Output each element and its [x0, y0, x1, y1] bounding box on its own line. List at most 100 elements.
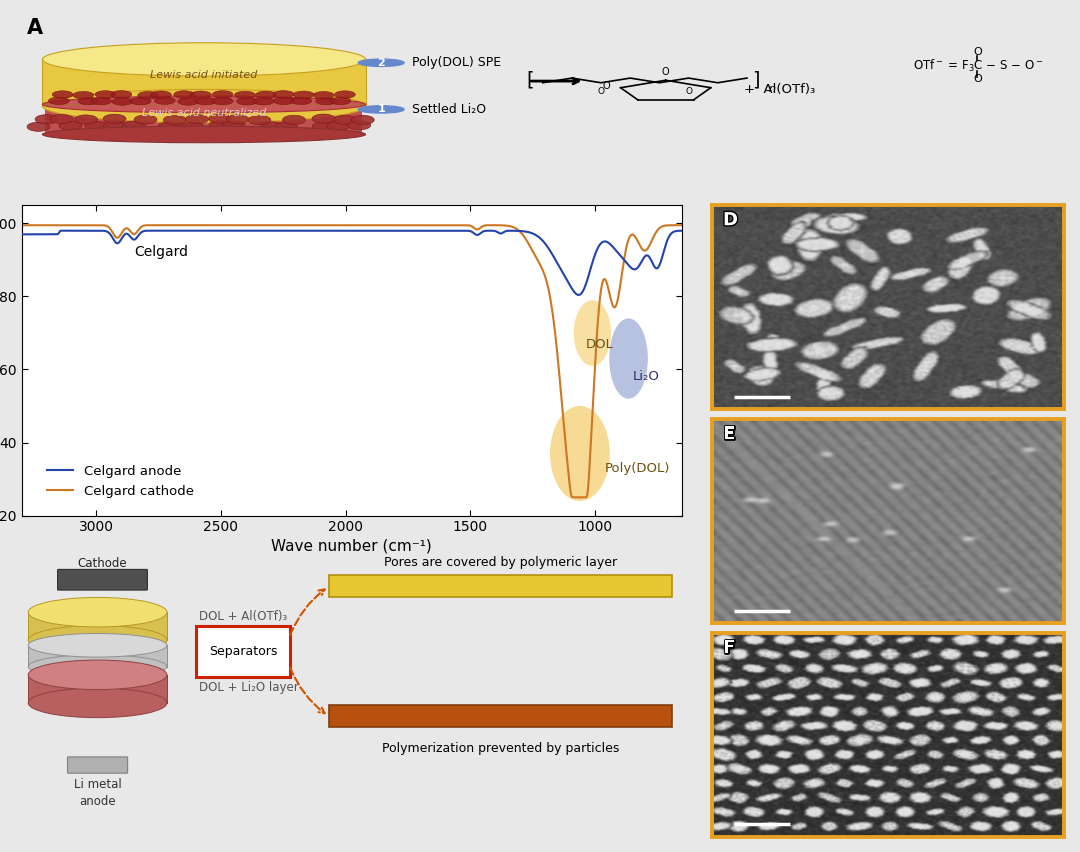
Text: D: D [723, 211, 738, 229]
Ellipse shape [254, 97, 274, 105]
Text: +  Al(OTf)₃: + Al(OTf)₃ [744, 83, 815, 96]
Ellipse shape [234, 91, 255, 99]
Ellipse shape [185, 114, 207, 124]
Ellipse shape [213, 90, 233, 98]
Text: O: O [662, 66, 670, 77]
Text: anode: anode [79, 795, 116, 808]
Ellipse shape [42, 89, 365, 123]
Text: O: O [973, 74, 982, 84]
Ellipse shape [279, 115, 301, 124]
Ellipse shape [235, 122, 258, 131]
FancyBboxPatch shape [328, 705, 672, 728]
Ellipse shape [294, 91, 314, 99]
Ellipse shape [178, 98, 199, 105]
Ellipse shape [52, 91, 73, 98]
Ellipse shape [131, 97, 151, 105]
Ellipse shape [84, 115, 107, 124]
Text: Lewis acid neutralized: Lewis acid neutralized [141, 107, 266, 118]
Ellipse shape [42, 126, 365, 143]
Text: Li₂O: Li₂O [633, 371, 660, 383]
FancyBboxPatch shape [328, 575, 672, 597]
Ellipse shape [95, 90, 116, 98]
Ellipse shape [550, 406, 610, 501]
Ellipse shape [49, 97, 69, 105]
Text: Polymerization prevented by particles: Polymerization prevented by particles [382, 741, 619, 755]
Text: F: F [723, 639, 735, 657]
Ellipse shape [28, 688, 167, 717]
Ellipse shape [190, 91, 212, 99]
Ellipse shape [28, 660, 167, 689]
Text: Separators: Separators [208, 645, 278, 658]
Ellipse shape [573, 300, 611, 366]
Text: $n$: $n$ [768, 84, 777, 95]
Ellipse shape [309, 121, 332, 130]
Ellipse shape [273, 122, 296, 131]
Ellipse shape [273, 97, 295, 105]
Text: DOL: DOL [586, 337, 615, 350]
Ellipse shape [212, 115, 234, 124]
Ellipse shape [258, 121, 282, 130]
FancyBboxPatch shape [42, 60, 365, 106]
Circle shape [359, 106, 404, 113]
Ellipse shape [273, 90, 294, 98]
Ellipse shape [28, 634, 167, 657]
FancyBboxPatch shape [28, 645, 167, 666]
Text: E: E [723, 425, 735, 443]
Ellipse shape [237, 97, 257, 105]
Text: Cathode: Cathode [78, 557, 127, 570]
FancyBboxPatch shape [68, 757, 127, 773]
Ellipse shape [313, 91, 334, 99]
FancyBboxPatch shape [28, 613, 167, 640]
Text: A: A [27, 18, 43, 37]
Ellipse shape [315, 97, 336, 105]
Text: [: [ [527, 71, 535, 90]
Ellipse shape [32, 116, 55, 124]
Legend: Celgard anode, Celgard cathode: Celgard anode, Celgard cathode [41, 459, 199, 503]
Text: DOL + Al(OTf)₃: DOL + Al(OTf)₃ [199, 610, 287, 623]
Ellipse shape [210, 122, 232, 131]
FancyBboxPatch shape [28, 675, 167, 703]
Ellipse shape [175, 122, 199, 131]
Ellipse shape [150, 91, 172, 99]
Ellipse shape [348, 122, 372, 130]
Ellipse shape [251, 115, 274, 124]
Ellipse shape [91, 97, 111, 105]
Ellipse shape [151, 115, 175, 124]
Circle shape [359, 59, 404, 66]
Ellipse shape [112, 98, 133, 106]
Ellipse shape [174, 91, 194, 98]
Ellipse shape [134, 115, 157, 124]
Text: Poly(DOL): Poly(DOL) [605, 462, 671, 475]
Text: 2: 2 [377, 58, 386, 68]
Text: O: O [685, 87, 692, 96]
Ellipse shape [256, 91, 276, 99]
Text: Celgard: Celgard [134, 245, 188, 259]
Ellipse shape [28, 654, 167, 678]
Ellipse shape [109, 122, 132, 131]
Text: DOL + Li₂O layer: DOL + Li₂O layer [199, 681, 298, 694]
Text: Lewis acid initiated: Lewis acid initiated [150, 70, 258, 80]
Text: ]: ] [752, 71, 759, 90]
Ellipse shape [609, 319, 648, 399]
Ellipse shape [291, 97, 311, 105]
Text: O: O [603, 82, 610, 91]
Ellipse shape [48, 114, 70, 124]
Text: O: O [973, 47, 982, 57]
Ellipse shape [228, 115, 251, 124]
Text: Li metal: Li metal [73, 779, 121, 792]
Text: 1: 1 [377, 105, 386, 114]
FancyBboxPatch shape [44, 105, 363, 135]
Text: Poly(DOL) SPE: Poly(DOL) SPE [413, 56, 501, 69]
Ellipse shape [28, 597, 167, 627]
Text: Pores are covered by polymeric layer: Pores are covered by polymeric layer [383, 556, 617, 568]
FancyBboxPatch shape [195, 625, 289, 677]
FancyBboxPatch shape [57, 569, 148, 590]
Ellipse shape [78, 97, 98, 105]
Ellipse shape [156, 123, 178, 131]
Ellipse shape [138, 91, 159, 99]
Ellipse shape [325, 115, 348, 124]
Ellipse shape [112, 115, 136, 124]
Text: O: O [597, 87, 605, 96]
Ellipse shape [213, 97, 233, 105]
Text: Settled Li₂O: Settled Li₂O [413, 103, 487, 116]
